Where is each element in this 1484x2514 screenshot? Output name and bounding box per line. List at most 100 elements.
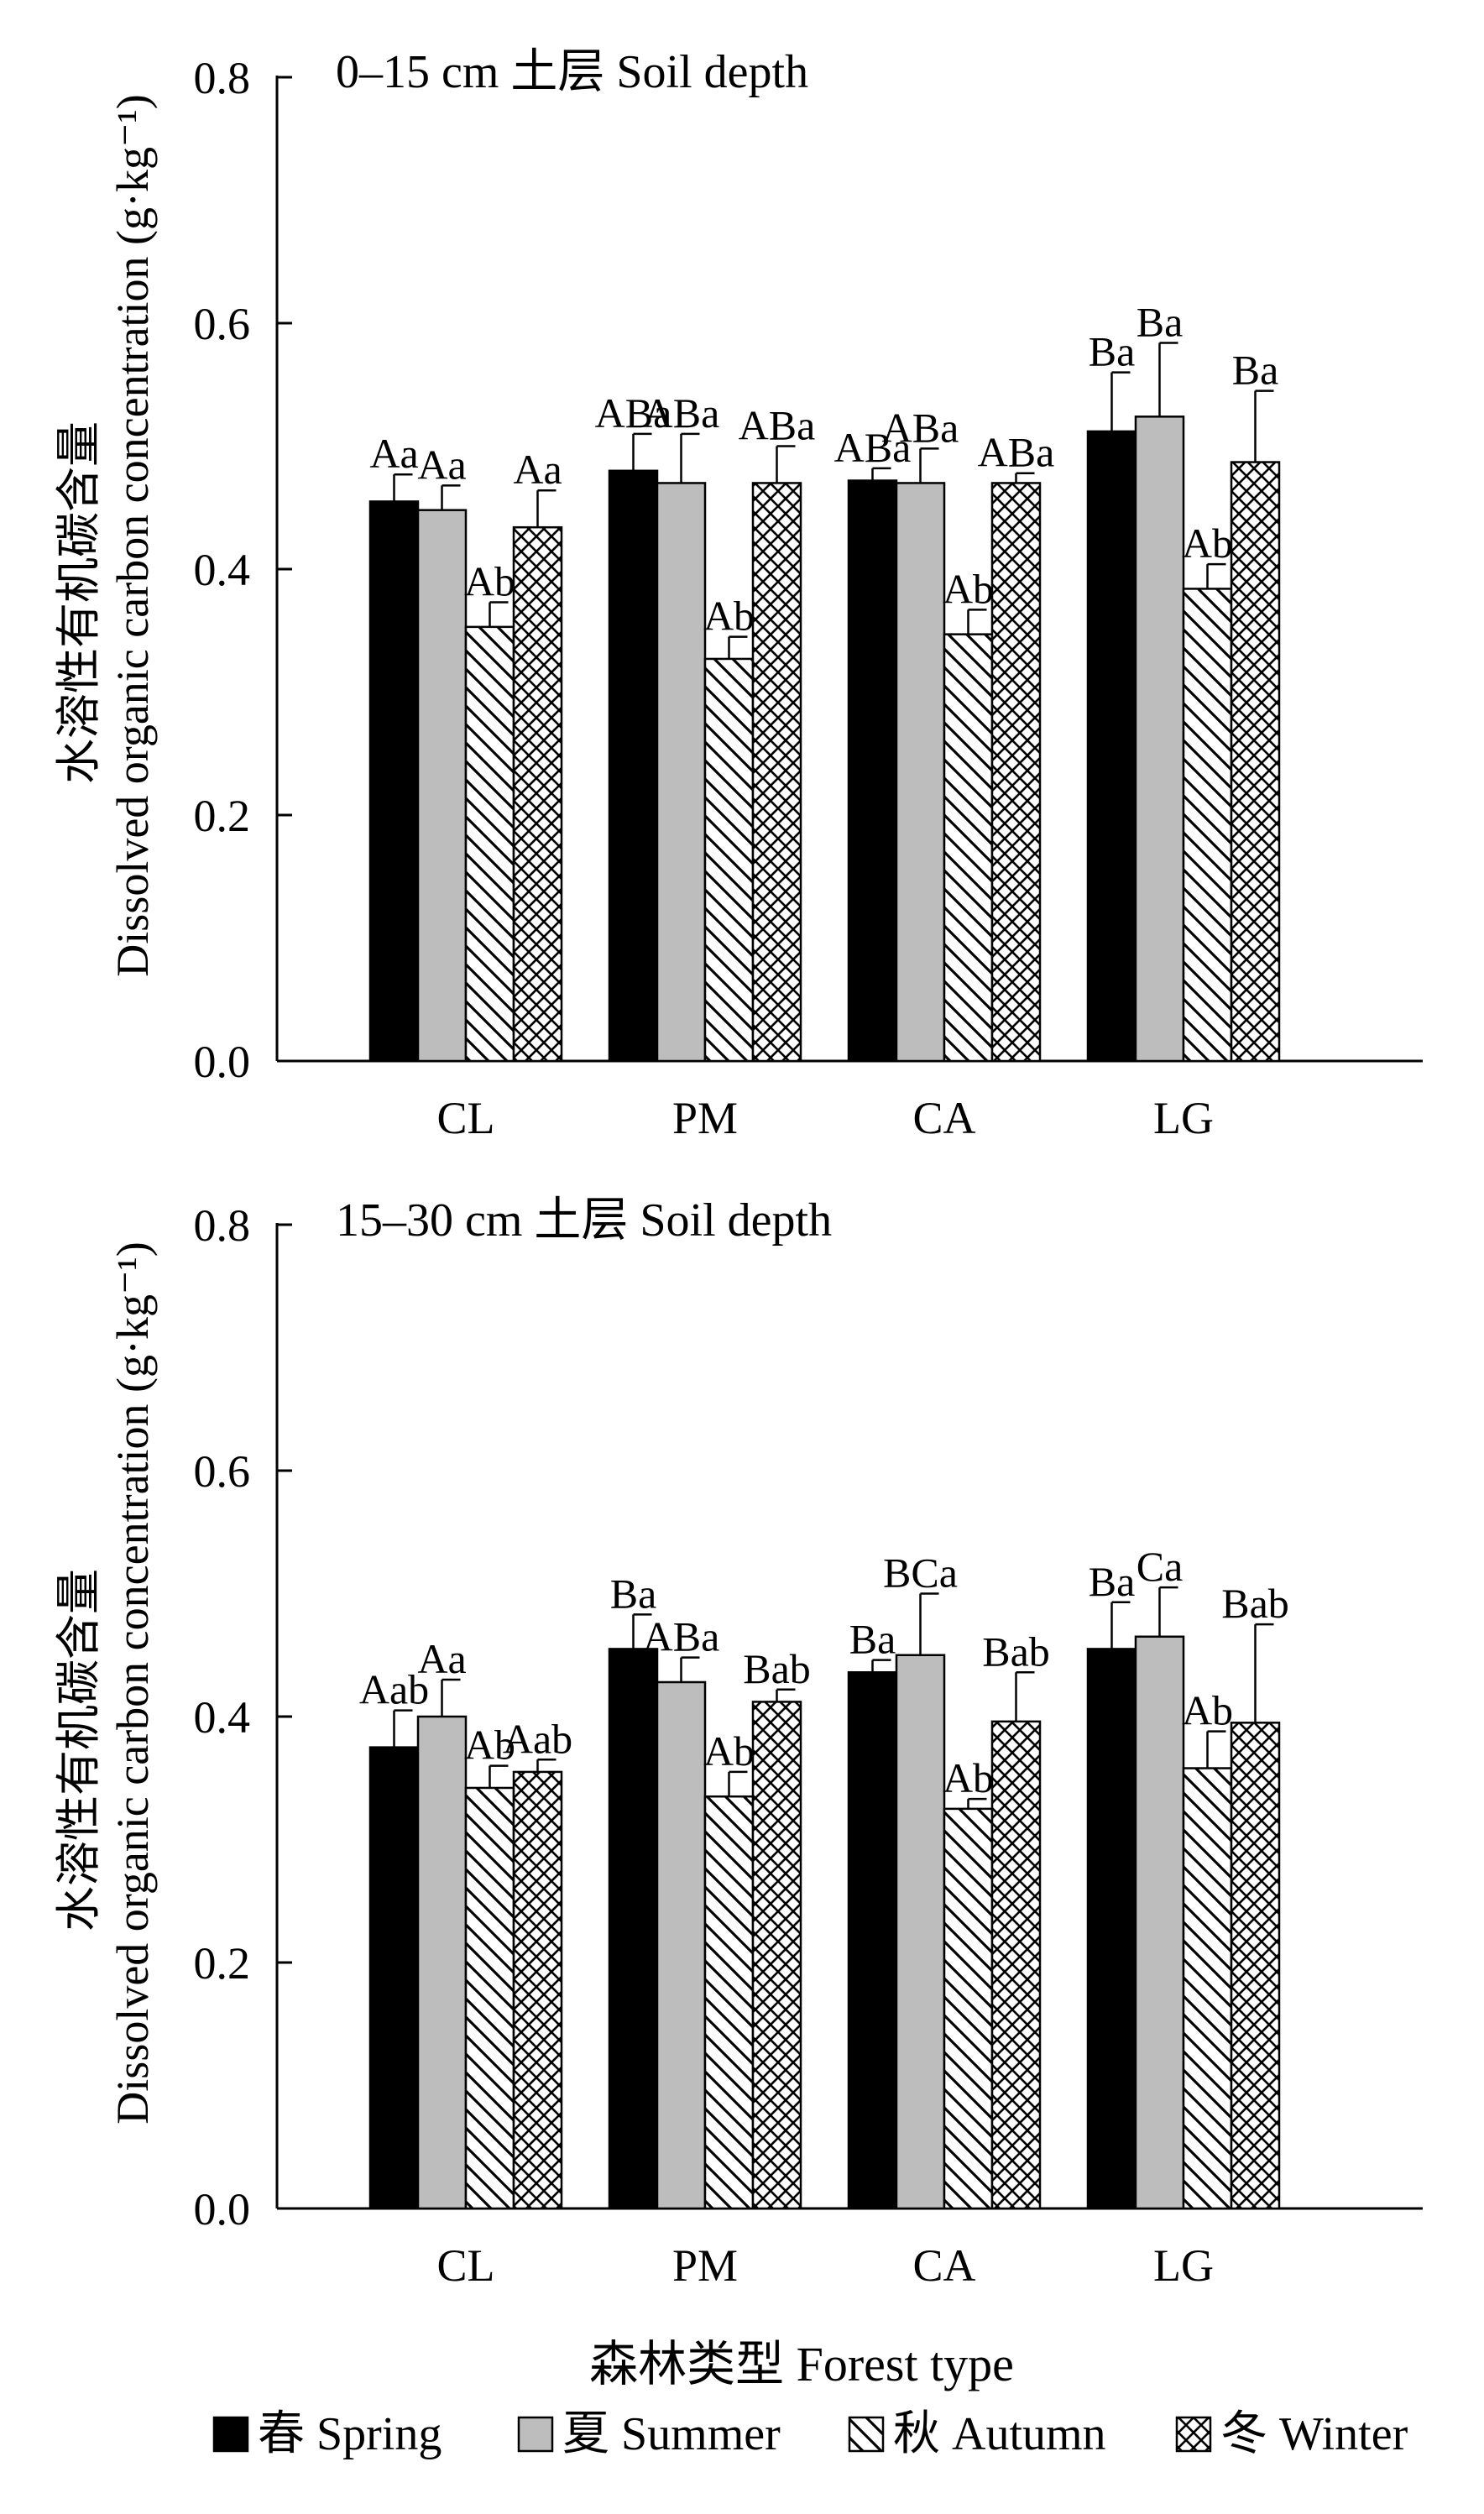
bar-lg-s1 — [1086, 1648, 1137, 2210]
bar-pm-s2 — [656, 482, 707, 1063]
bar-pm-s1 — [608, 1648, 659, 2210]
bar-cl-s4 — [512, 1770, 563, 2210]
bar-pm-s1 — [608, 469, 659, 1063]
bar-significance-label: Ab — [1182, 520, 1233, 567]
bar-significance-label: ABa — [739, 402, 816, 449]
bar-lg-s2 — [1134, 1635, 1185, 2210]
bar-significance-label: Ab — [943, 565, 994, 612]
bar-significance-label: Ab — [703, 593, 755, 640]
x-tick-label-pm: PM — [672, 2240, 738, 2291]
bar-significance-label: Ba — [1232, 347, 1279, 394]
y-axis-label-cn: 水溶性有机碳含量 — [54, 421, 104, 784]
y-axis-label: 水溶性有机碳含量 — [54, 1569, 104, 1931]
legend-label: 夏 Summer — [562, 2408, 781, 2460]
bar-ca-s1 — [847, 479, 898, 1063]
bar-significance-label: Bab — [1221, 1580, 1289, 1627]
bar-significance-label: Aa — [369, 430, 418, 477]
bar-cl-s1 — [368, 500, 420, 1063]
bar-lg-s2 — [1134, 416, 1185, 1063]
x-tick-label-cl: CL — [436, 1093, 494, 1143]
bar-cl-s2 — [416, 509, 468, 1063]
bar-significance-label: Ab — [464, 558, 515, 605]
bar-pm-s4 — [751, 482, 802, 1063]
bar-significance-label: ABa — [643, 1613, 720, 1660]
legend-label: 冬 Winter — [1220, 2408, 1408, 2460]
bar-significance-label: Aa — [513, 446, 562, 493]
bar-significance-label: BCa — [883, 1550, 958, 1597]
bar-lg-s3 — [1182, 1767, 1233, 2210]
bar-pm-s3 — [703, 1795, 755, 2210]
y-tick-label: 0.8 — [194, 1200, 251, 1251]
bar-significance-label: Aab — [503, 1715, 572, 1762]
bar-ca-s2 — [895, 1654, 946, 2210]
x-tick-label-ca: CA — [912, 1093, 975, 1143]
legend-swatch — [212, 2416, 249, 2453]
bar-pm-s4 — [751, 1701, 802, 2210]
bar-significance-label: ABa — [978, 429, 1055, 476]
bar-significance-label: Ba — [610, 1570, 657, 1617]
bar-significance-label: Ba — [1089, 1558, 1136, 1605]
bar-lg-s1 — [1086, 430, 1137, 1063]
chart-title: 0–15 cm 土层 Soil depth — [336, 46, 808, 98]
bar-significance-label: Ab — [703, 1727, 755, 1774]
bar-ca-s3 — [943, 633, 994, 1063]
chart-title: 15–30 cm 土层 Soil depth — [336, 1194, 832, 1247]
bar-lg-s4 — [1230, 461, 1281, 1063]
x-axis-label: 森林类型 Forest type — [589, 2337, 1014, 2391]
legend-swatch — [848, 2416, 885, 2453]
bar-significance-label: Ab — [943, 1754, 994, 1801]
y-axis-label-en: Dissolved organic carbon concentration (… — [107, 94, 158, 976]
y-tick-label: 0.0 — [194, 2184, 251, 2234]
bar-significance-label: Ab — [1182, 1687, 1233, 1734]
y-tick-label: 0.2 — [194, 791, 251, 841]
y-axis-label-cn: 水溶性有机碳含量 — [54, 1569, 104, 1931]
legend-swatch — [1175, 2416, 1212, 2453]
bar-significance-label: Bab — [743, 1645, 811, 1692]
x-tick-label-lg: LG — [1153, 1093, 1214, 1143]
legend-label: 春 Spring — [258, 2408, 442, 2460]
y-tick-label: 0.0 — [194, 1037, 251, 1087]
y-tick-label: 0.2 — [194, 1938, 251, 1989]
bar-cl-s3 — [464, 625, 515, 1063]
bar-significance-label: Ba — [849, 1616, 896, 1663]
bar-significance-label: ABa — [595, 389, 672, 436]
y-tick-label: 0.4 — [194, 545, 251, 595]
bar-pm-s2 — [656, 1680, 707, 2210]
bar-significance-label: Ba — [1137, 298, 1184, 345]
legend-swatch — [517, 2416, 554, 2453]
bar-ca-s1 — [847, 1671, 898, 2210]
bar-pm-s3 — [703, 657, 755, 1063]
bar-cl-s4 — [512, 525, 563, 1063]
bar-cl-s2 — [416, 1715, 468, 2210]
y-axis-label: 水溶性有机碳含量 — [54, 421, 104, 784]
bar-cl-s1 — [368, 1746, 420, 2210]
bar-significance-label: Aab — [359, 1666, 429, 1713]
bar-significance-label: ABa — [834, 424, 912, 471]
bar-significance-label: Ca — [1137, 1543, 1184, 1590]
bar-significance-label: Ab — [464, 1722, 515, 1769]
y-tick-label: 0.6 — [194, 1446, 251, 1497]
bar-cl-s3 — [464, 1786, 515, 2210]
legend: 春 Spring 夏 Summer 秋 Autumn 冬 Winter — [212, 2408, 1408, 2460]
bar-ca-s4 — [990, 482, 1042, 1063]
x-tick-label-lg: LG — [1153, 2240, 1214, 2291]
bar-significance-label: Ba — [1089, 328, 1136, 375]
bar-ca-s4 — [990, 1720, 1042, 2210]
bar-ca-s3 — [943, 1807, 994, 2210]
bar-significance-label: Aa — [417, 441, 466, 488]
y-tick-label: 0.6 — [194, 299, 251, 349]
x-tick-label-ca: CA — [912, 2240, 975, 2291]
x-tick-label-pm: PM — [672, 1093, 738, 1143]
legend-label: 秋 Autumn — [893, 2408, 1106, 2460]
bar-significance-label: ABa — [643, 389, 720, 436]
chart-panel-top: 0.0 0.2 0.4 0.6 0.8 0–15 cm 土层 Soil depth 水溶性有… — [54, 46, 1423, 1143]
bar-significance-label: Bab — [982, 1628, 1050, 1675]
bar-significance-label: Aa — [417, 1635, 466, 1682]
bar-lg-s4 — [1230, 1722, 1281, 2210]
bar-ca-s2 — [895, 482, 946, 1063]
y-axis-label-en: Dissolved organic carbon concentration (… — [107, 1241, 158, 2124]
chart-panel-bottom: 0.0 0.2 0.4 0.6 0.8 15–30 cm 土层 Soil depth 水溶性… — [54, 1194, 1423, 2291]
y-tick-label: 0.4 — [194, 1692, 251, 1743]
bar-lg-s3 — [1182, 588, 1233, 1063]
